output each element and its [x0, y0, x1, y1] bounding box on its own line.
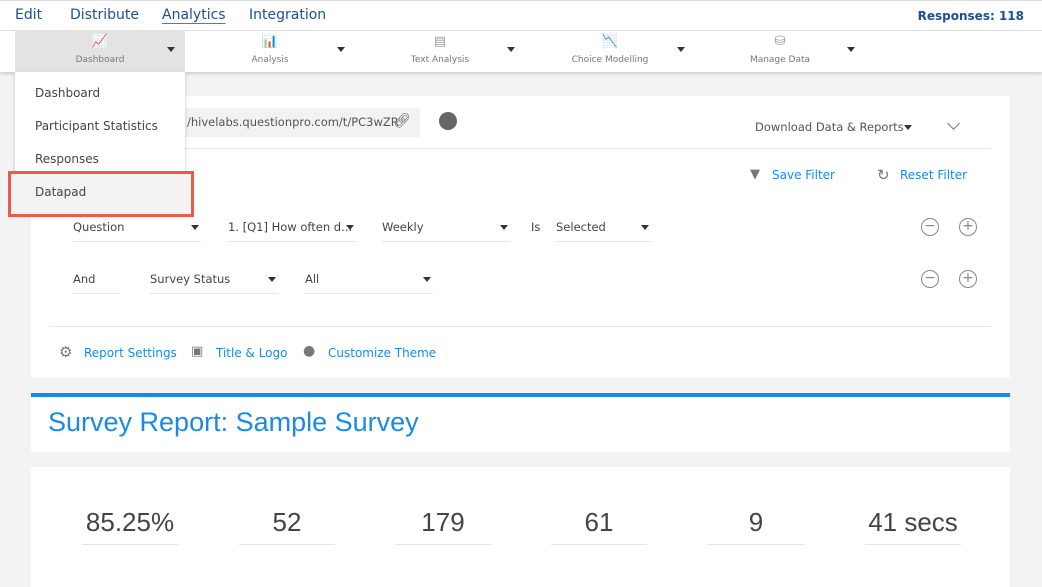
select-value: 1. [Q1] How often d... — [228, 220, 353, 234]
analysis-chart-icon: 📊 — [261, 34, 279, 49]
select-value: Question — [73, 220, 125, 234]
tool-text-analysis[interactable]: ▤ Text Analysis — [355, 31, 525, 72]
stat-dropouts: 9 — [708, 507, 804, 545]
line-chart-icon: 📈 — [91, 34, 109, 49]
tool-label: Manage Data — [749, 55, 811, 65]
filter-field-select[interactable]: Question — [73, 216, 201, 242]
choice-chart-icon: 📉 — [601, 34, 619, 49]
save-filter-button[interactable]: Save Filter — [772, 168, 835, 182]
remove-condition-icon[interactable]: − — [921, 218, 939, 236]
add-condition-icon[interactable]: + — [959, 270, 977, 288]
tool-choice-modelling[interactable]: 📉 Choice Modelling — [525, 31, 695, 72]
reset-filter-button[interactable]: Reset Filter — [900, 168, 968, 182]
tool-dashboard[interactable]: 📈 Dashboard — [15, 31, 185, 72]
menu-item-responses[interactable]: Responses — [35, 152, 99, 166]
menu-item-participant-statistics[interactable]: Participant Statistics — [35, 119, 158, 133]
customize-theme-link[interactable]: Customize Theme — [328, 346, 437, 360]
caret-down-icon — [500, 225, 508, 230]
caret-down-icon — [641, 225, 649, 230]
select-value: All — [305, 272, 320, 286]
caret-down-icon — [423, 277, 431, 282]
caret-down-icon — [346, 225, 354, 230]
top-nav: Edit Distribute Analytics Integration Re… — [0, 0, 1042, 31]
select-value: Selected — [556, 220, 606, 234]
database-icon: ⛁ — [774, 34, 786, 49]
tool-analysis[interactable]: 📊 Analysis — [185, 31, 355, 72]
globe-lock-icon[interactable] — [439, 112, 457, 130]
report-settings-link[interactable]: Report Settings — [84, 346, 177, 360]
nav-distribute[interactable]: Distribute — [70, 7, 139, 23]
caret-down-icon[interactable] — [337, 47, 345, 52]
caret-down-icon[interactable] — [507, 47, 515, 52]
report-accent-bar — [31, 393, 1010, 397]
select-value: Survey Status — [150, 272, 231, 286]
filter-panel: /hivelabs.questionpro.com/t/PC3wZR 🔗︎ Do… — [31, 96, 1010, 378]
caret-down-icon — [268, 277, 276, 282]
analytics-toolbar: 📈 Dashboard 📊 Analysis ▤ Text Analysis 📉 Cho… — [0, 31, 1042, 72]
divider — [50, 148, 991, 149]
responses-count: Responses: 118 — [917, 9, 1024, 23]
status-value-select[interactable]: All — [305, 268, 433, 294]
caret-down-icon[interactable] — [847, 47, 855, 52]
nav-integration[interactable]: Integration — [249, 7, 327, 23]
caret-down-icon — [191, 225, 199, 230]
caret-down-icon[interactable] — [167, 47, 175, 52]
tool-label: Analysis — [251, 55, 289, 65]
select-value: And — [73, 272, 96, 286]
stat-completion-rate: 85.25% — [82, 507, 178, 545]
survey-status-select[interactable]: Survey Status — [150, 268, 278, 294]
answer-select[interactable]: Weekly — [382, 216, 510, 242]
stat-started: 61 — [551, 507, 647, 545]
filter-icon: ▼ — [750, 167, 760, 182]
nav-edit[interactable]: Edit — [15, 7, 43, 23]
survey-url[interactable]: /hivelabs.questionpro.com/t/PC3wZR — [181, 108, 420, 137]
report-header: Survey Report: Sample Survey — [31, 397, 1010, 452]
tool-label: Choice Modelling — [571, 55, 649, 65]
remove-condition-icon[interactable]: − — [921, 270, 939, 288]
gear-icon: ⚙ — [59, 343, 73, 361]
title-logo-link[interactable]: Title & Logo — [216, 346, 288, 360]
tool-manage-data[interactable]: ⛁ Manage Data — [695, 31, 865, 72]
add-condition-icon[interactable]: + — [959, 218, 977, 236]
nav-analytics[interactable]: Analytics — [162, 7, 226, 23]
question-select[interactable]: 1. [Q1] How often d... — [228, 216, 356, 242]
report-title: Survey Report: Sample Survey — [48, 407, 419, 437]
download-data-reports[interactable]: Download Data & Reports — [755, 120, 904, 134]
caret-down-icon[interactable] — [677, 47, 685, 52]
chevron-down-icon[interactable] — [947, 117, 960, 130]
conjunction-select[interactable]: And — [73, 268, 119, 294]
state-select[interactable]: Selected — [556, 216, 651, 242]
menu-item-datapad[interactable]: Datapad — [8, 171, 194, 217]
palette-icon: ● — [303, 343, 316, 359]
operator-label: Is — [531, 220, 541, 234]
stat-average-time: 41 secs — [865, 507, 961, 545]
tool-label: Text Analysis — [410, 55, 470, 65]
reset-icon: ↻ — [877, 166, 890, 184]
link-icon[interactable]: 🔗︎ — [393, 113, 411, 129]
stat-viewed: 179 — [395, 507, 491, 545]
menu-item-label: Datapad — [35, 185, 87, 199]
document-icon: ▤ — [433, 34, 447, 49]
divider — [50, 326, 991, 327]
stat-completed: 52 — [239, 507, 335, 545]
caret-down-icon[interactable] — [904, 125, 912, 130]
image-icon: ▣ — [191, 344, 204, 359]
menu-item-dashboard[interactable]: Dashboard — [35, 86, 101, 100]
select-value: Weekly — [382, 220, 424, 234]
tool-label: Dashboard — [75, 55, 125, 65]
stats-card: 85.25% 52 179 61 9 41 secs — [31, 467, 1010, 587]
